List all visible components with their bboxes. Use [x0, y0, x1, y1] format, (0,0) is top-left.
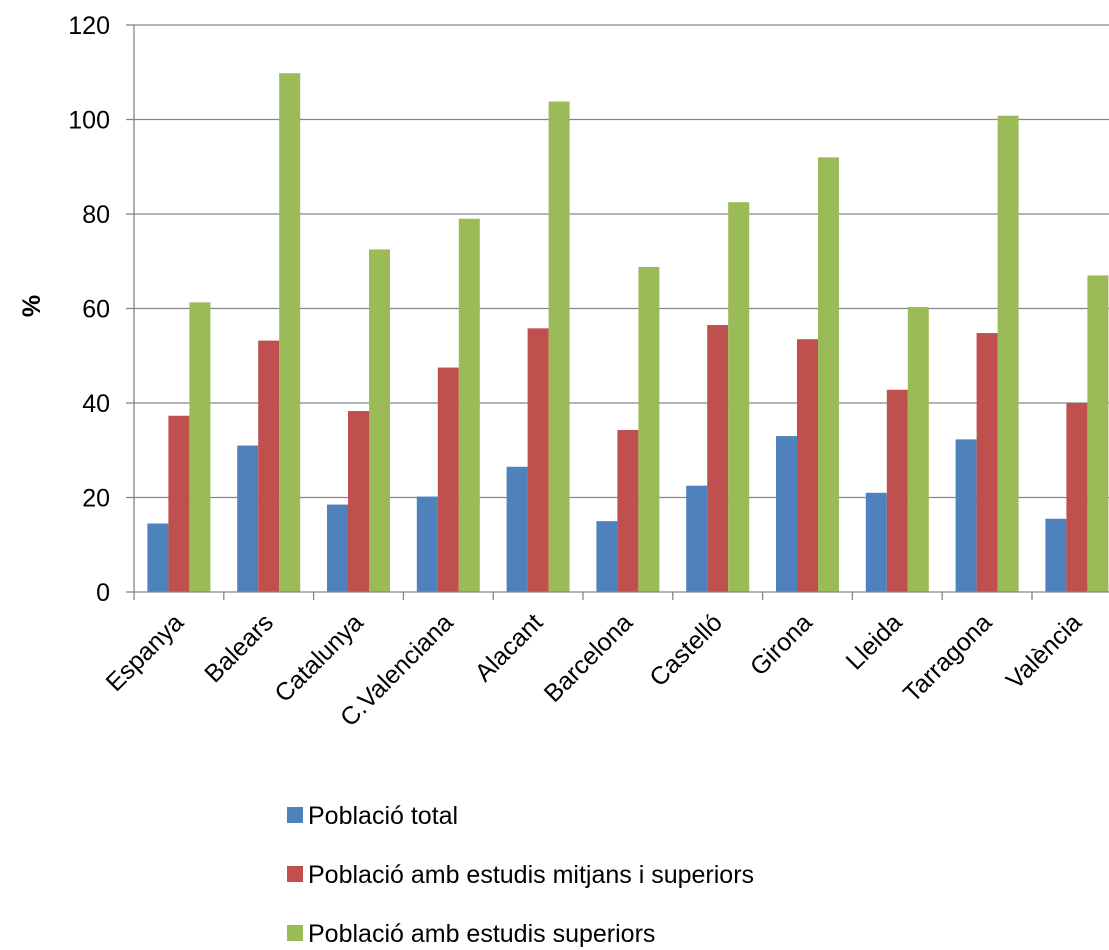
y-tick-label: 40	[82, 390, 110, 418]
legend-swatch	[287, 807, 303, 823]
bar	[147, 523, 169, 592]
bar	[527, 328, 549, 592]
bar	[168, 415, 190, 592]
bar	[728, 202, 750, 592]
bar	[686, 485, 708, 592]
bar	[707, 325, 729, 592]
bar	[506, 466, 528, 592]
bar	[348, 411, 369, 592]
bar	[369, 249, 390, 592]
x-tick-label: Lleida	[841, 608, 908, 675]
x-tick-label: Balears	[199, 608, 279, 688]
x-tick-label: Girona	[745, 608, 818, 681]
bar	[1066, 403, 1088, 592]
bar	[997, 115, 1019, 592]
bar	[955, 439, 977, 592]
bar	[437, 367, 459, 592]
x-tick-label: Tarragona	[898, 608, 997, 707]
bar	[458, 218, 480, 592]
legend-label: Població amb estudis superiors	[308, 920, 655, 948]
bar	[548, 101, 570, 593]
y-tick-label: 20	[82, 485, 110, 513]
bar	[776, 436, 797, 592]
x-tick-label: Barcelona	[539, 608, 638, 707]
legend: Població total Població amb estudis mitja…	[287, 802, 754, 948]
bar	[237, 445, 259, 592]
bar	[797, 339, 818, 592]
bar	[638, 266, 660, 592]
legend-swatch	[287, 866, 303, 882]
bar	[327, 504, 348, 592]
bar	[886, 389, 908, 592]
axes	[126, 24, 1109, 600]
bar	[907, 307, 929, 592]
bar	[258, 340, 280, 592]
y-tick-label: 60	[82, 296, 110, 324]
bar	[818, 157, 839, 593]
bar	[596, 521, 618, 592]
bar	[1045, 518, 1067, 592]
x-tick-label: Castelló	[644, 608, 728, 692]
y-tick-label: 120	[68, 12, 110, 40]
legend-swatch	[287, 925, 303, 941]
y-tick-label: 80	[82, 201, 110, 229]
y-tick-label: 100	[68, 107, 110, 135]
bar	[1087, 275, 1109, 592]
legend-label: Població amb estudis mitjans i superiors	[308, 861, 754, 889]
x-tick-label: Espanya	[101, 608, 190, 697]
legend-label: Població total	[308, 802, 458, 830]
bar	[279, 73, 301, 592]
y-tick-label: 0	[96, 579, 110, 607]
y-tick-labels: 0 20 40 60 80 100 120	[68, 12, 110, 607]
x-tick-label: Alacant	[470, 608, 549, 687]
bar	[416, 496, 438, 592]
y-axis-label: %	[18, 295, 46, 317]
bar	[865, 492, 887, 592]
bar	[617, 429, 639, 592]
bar	[976, 333, 998, 592]
bars	[147, 73, 1109, 593]
bar	[189, 302, 211, 592]
x-tick-label: València	[1001, 608, 1087, 694]
